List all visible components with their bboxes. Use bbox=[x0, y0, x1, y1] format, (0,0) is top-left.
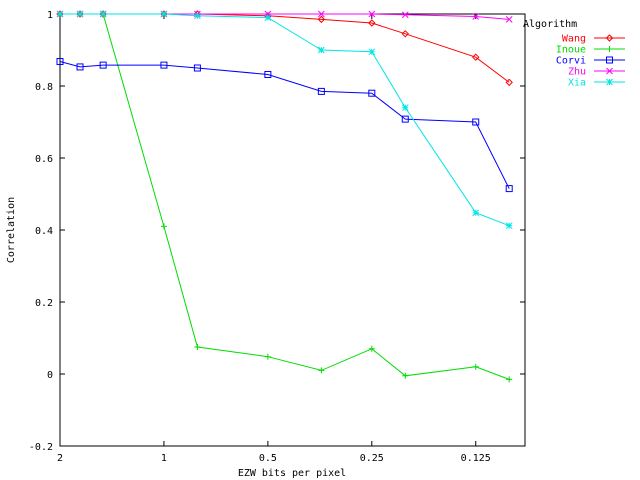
legend-title: Algorithm bbox=[523, 19, 577, 30]
y-axis-label: Correlation bbox=[6, 197, 17, 263]
data-point-corvi bbox=[99, 61, 107, 69]
data-point-zhu bbox=[472, 13, 480, 20]
legend-marker-corvi bbox=[606, 56, 613, 64]
plot-frame bbox=[59, 13, 526, 447]
data-point-wang bbox=[505, 78, 513, 87]
x-axis-label: EZW bits per pixel bbox=[238, 468, 346, 479]
legend-label-corvi: Corvi bbox=[556, 56, 586, 67]
data-point-xia bbox=[194, 12, 201, 20]
data-point-zhu bbox=[368, 10, 376, 18]
series-line-corvi bbox=[59, 61, 510, 189]
legend-label-inoue: Inoue bbox=[556, 45, 586, 56]
data-point-inoue bbox=[368, 345, 375, 352]
data-point-zhu bbox=[401, 11, 409, 19]
data-point-corvi bbox=[472, 118, 480, 126]
data-point-wang bbox=[368, 19, 376, 27]
data-point-xia bbox=[160, 10, 168, 18]
legend-label-wang: Wang bbox=[562, 34, 586, 45]
data-point-xia bbox=[264, 14, 272, 21]
data-point-corvi bbox=[193, 64, 201, 72]
data-point-inoue bbox=[472, 363, 479, 370]
data-point-inoue bbox=[264, 353, 271, 360]
legend-label-zhu: Zhu bbox=[568, 67, 586, 78]
x-tick-label: 0.5 bbox=[259, 453, 277, 464]
x-tick-label: 1 bbox=[161, 453, 167, 464]
data-point-xia bbox=[317, 46, 325, 54]
legend-marker-zhu bbox=[606, 67, 613, 75]
y-tick-label: 0 bbox=[47, 370, 53, 381]
data-point-inoue bbox=[160, 223, 167, 230]
y-tick-label: 0.4 bbox=[35, 226, 53, 237]
data-point-corvi bbox=[368, 89, 376, 97]
legend-label-xia: Xia bbox=[568, 78, 586, 89]
x-tick-label: 0.25 bbox=[360, 453, 384, 464]
data-point-inoue bbox=[402, 372, 409, 379]
data-point-wang bbox=[472, 53, 480, 61]
series-corvi bbox=[56, 58, 513, 193]
legend-marker-wang bbox=[605, 34, 614, 42]
series-inoue bbox=[57, 11, 513, 383]
data-point-xia bbox=[99, 10, 107, 18]
data-point-zhu bbox=[317, 10, 325, 18]
y-tick-label: 1 bbox=[47, 10, 53, 21]
series-line-inoue bbox=[60, 13, 510, 380]
series-wang bbox=[56, 10, 513, 87]
data-point-inoue bbox=[506, 376, 513, 383]
data-point-xia bbox=[56, 10, 64, 18]
data-point-corvi bbox=[56, 58, 64, 66]
data-point-corvi bbox=[317, 87, 325, 95]
data-point-wang bbox=[317, 15, 326, 24]
x-tick-label: 2 bbox=[57, 453, 63, 464]
legend-marker-inoue bbox=[606, 46, 613, 52]
data-point-corvi bbox=[264, 70, 272, 78]
data-point-wang bbox=[401, 30, 409, 38]
y-tick-label: 0.8 bbox=[35, 82, 53, 93]
data-point-xia bbox=[472, 209, 480, 217]
y-tick-label: -0.2 bbox=[29, 442, 53, 453]
axis-ticks: -0.2 0 0.2 0.4 0.6 0.8 1 2 1 0.5 0.25 0.125 bbox=[29, 10, 525, 464]
data-point-zhu bbox=[505, 16, 513, 23]
data-point-corvi bbox=[76, 63, 84, 71]
data-point-inoue bbox=[318, 367, 325, 374]
data-point-xia bbox=[505, 222, 513, 230]
series-line-wang bbox=[60, 13, 510, 83]
legend-marker-xia bbox=[606, 78, 613, 86]
data-point-corvi bbox=[401, 115, 409, 123]
y-tick-label: 0.6 bbox=[35, 154, 53, 165]
y-tick-label: 0.2 bbox=[35, 298, 53, 309]
data-point-corvi bbox=[505, 185, 513, 193]
data-point-xia bbox=[401, 104, 409, 111]
series-xia bbox=[56, 10, 513, 230]
series-layer bbox=[56, 10, 513, 383]
data-point-corvi bbox=[160, 61, 168, 69]
x-tick-label: 0.125 bbox=[461, 453, 491, 464]
data-point-xia bbox=[368, 48, 376, 56]
data-point-inoue bbox=[194, 344, 201, 350]
data-point-xia bbox=[76, 10, 84, 18]
